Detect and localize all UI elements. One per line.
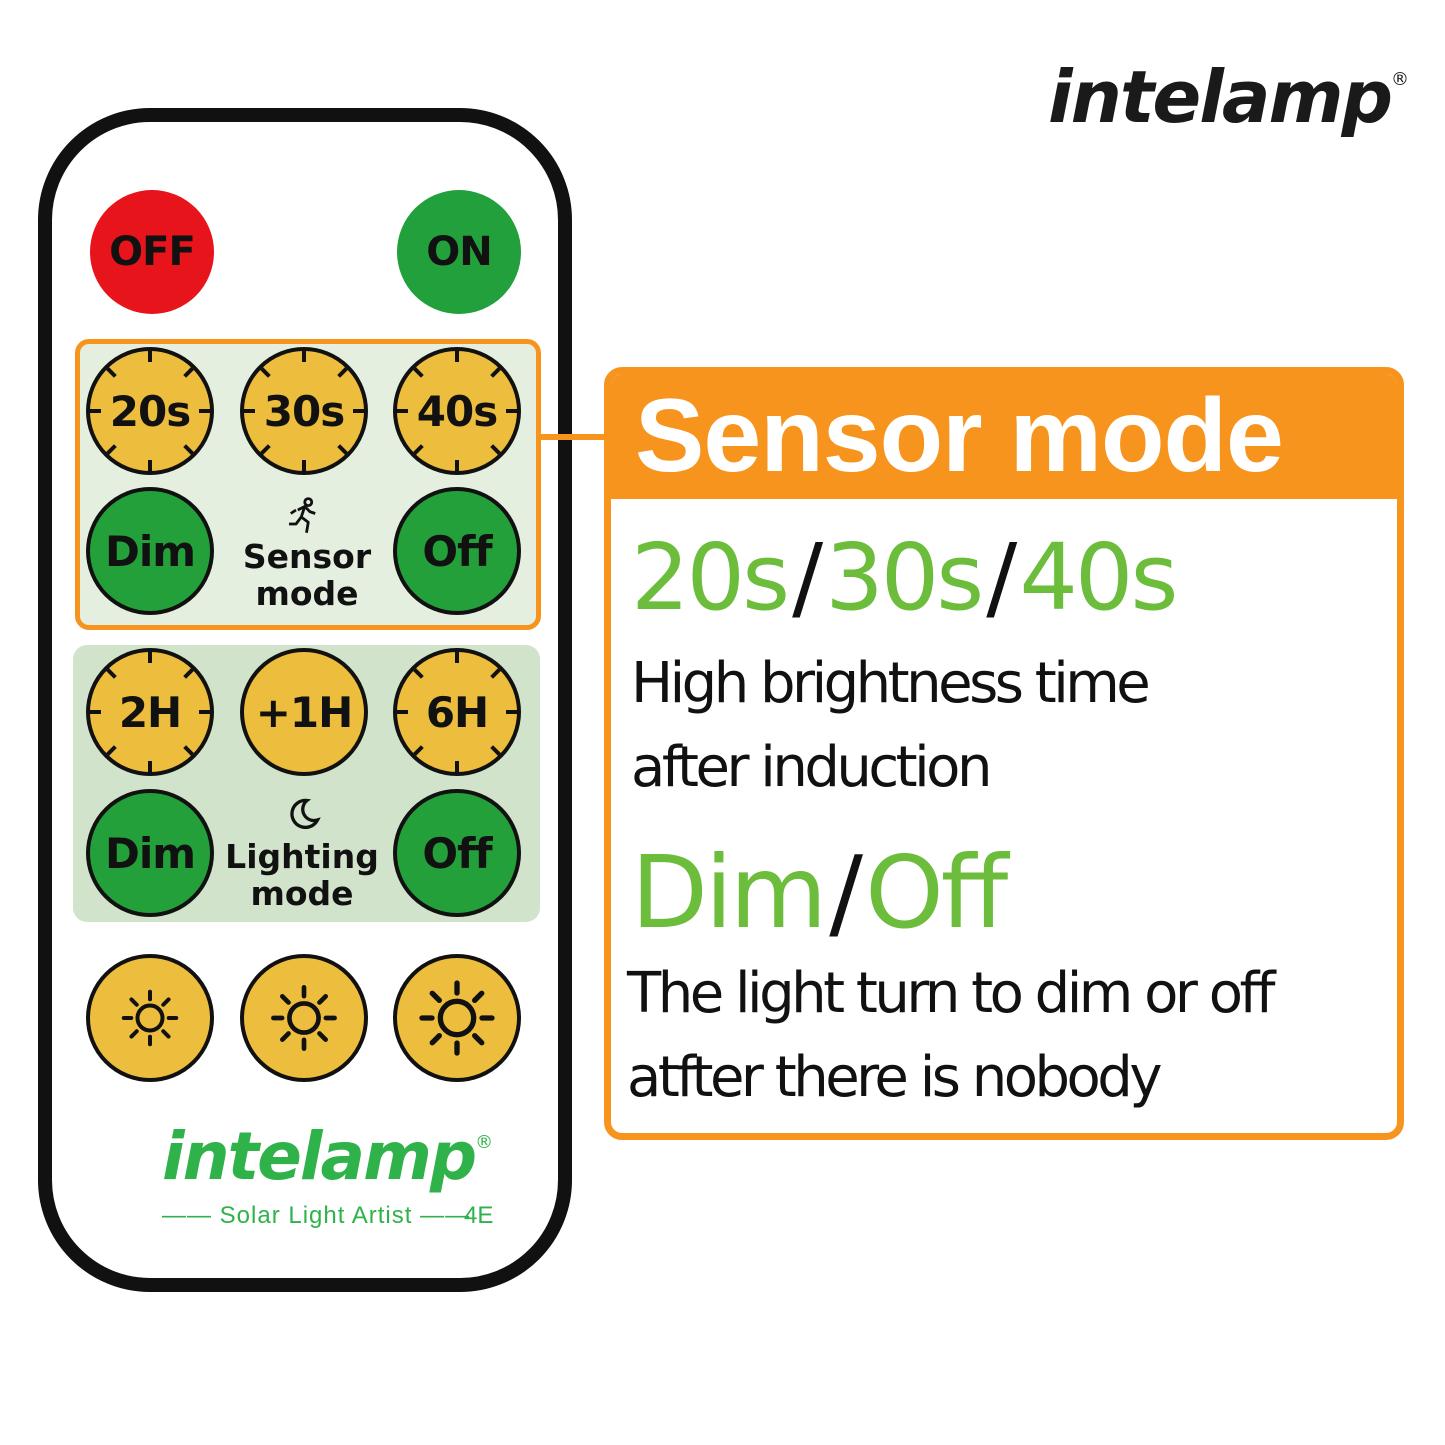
brightness-high-button[interactable] <box>393 954 521 1082</box>
remote-model: 4E <box>464 1202 494 1229</box>
time-30s: 30s <box>825 524 984 631</box>
brightness-low-icon <box>121 989 179 1047</box>
clock-ticks-icon <box>90 351 210 471</box>
times-row: 20s / 30s / 40s <box>631 524 1178 631</box>
time-40s: 40s <box>1019 524 1178 631</box>
brightness-low-button[interactable] <box>86 954 214 1082</box>
clock-ticks-icon <box>397 652 517 772</box>
separator: / <box>792 524 823 631</box>
brightness-medium-button[interactable] <box>240 954 368 1082</box>
clock-ticks-icon <box>397 351 517 471</box>
sensor-20s-button[interactable]: 20s <box>86 347 214 475</box>
modes-description: The light turn to dim or off atfter there… <box>627 961 1275 1110</box>
remote-tagline: —— Solar Light Artist —— <box>162 1202 471 1229</box>
lighting-off-button[interactable]: Off <box>393 789 521 917</box>
sensor-dim-button[interactable]: Dim <box>86 487 214 615</box>
running-person-icon <box>289 497 316 533</box>
mode-off: Off <box>865 834 1008 951</box>
times-description: High brightness time after induction <box>631 651 1151 800</box>
sensor-mode-label: Sensor mode <box>242 537 372 613</box>
sensor-mode-callout: Sensor mode 20s / 30s / 40s High brightn… <box>604 367 1404 1140</box>
sensor-off-button[interactable]: Off <box>393 487 521 615</box>
separator: / <box>829 834 863 951</box>
lighting-2h-button[interactable]: 2H <box>86 648 214 776</box>
remote-brand-logo: intelamp® <box>162 1118 493 1195</box>
clock-ticks-icon <box>244 351 364 471</box>
lighting-dim-button[interactable]: Dim <box>86 789 214 917</box>
brightness-high-icon <box>419 980 495 1056</box>
sensor-40s-button[interactable]: 40s <box>393 347 521 475</box>
power-on-button[interactable]: ON <box>397 190 521 314</box>
clock-ticks-icon <box>90 652 210 772</box>
modes-row: Dim / Off <box>631 834 1008 951</box>
brand-logo-top: intelamp® <box>1048 55 1409 139</box>
mode-dim: Dim <box>631 834 827 951</box>
lighting-mode-label: Lighting mode <box>225 837 379 913</box>
time-20s: 20s <box>631 524 790 631</box>
moon-icon <box>290 798 321 830</box>
power-off-button[interactable]: OFF <box>90 190 214 314</box>
lighting-6h-button[interactable]: 6H <box>393 648 521 776</box>
lighting-plus1h-button[interactable]: +1H <box>240 648 368 776</box>
separator: / <box>986 524 1017 631</box>
callout-connector <box>537 434 605 440</box>
brightness-medium-icon <box>271 985 337 1051</box>
sensor-30s-button[interactable]: 30s <box>240 347 368 475</box>
callout-title: Sensor mode <box>611 374 1397 499</box>
